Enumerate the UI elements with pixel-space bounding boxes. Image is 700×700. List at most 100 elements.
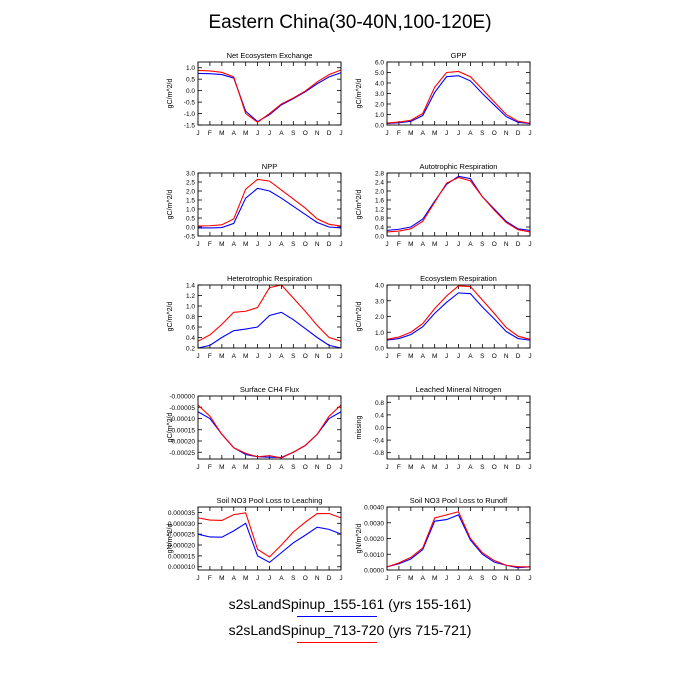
panel-3-month-label: J [268, 241, 271, 248]
panel-4: Autotrophic Respiration gC/m^2/d 0.0 0.4 0.8… [356, 162, 532, 248]
panel-10-month-label: F [397, 575, 401, 582]
panel-9-frame [197, 506, 342, 571]
panel-3-month-label: D [327, 241, 332, 248]
panel-8-title: Leached Mineral Nitrogen [416, 385, 502, 394]
figure-title: Eastern China(30-40N,100-120E) [208, 12, 491, 33]
panel-7-ytick-label: -0.00015 [169, 427, 195, 434]
panel-10-month-label: J [528, 575, 531, 582]
panel-9-ytick-label: 0.000025 [168, 532, 195, 539]
panel-4-title: Autotrophic Respiration [420, 162, 498, 171]
panel-6-month-label: J [528, 353, 531, 360]
panel-9-month-label: J [256, 575, 259, 582]
panel-3-month-label: J [339, 241, 342, 248]
panel-8-month-label: M [408, 464, 413, 471]
panel-10-series-red [386, 511, 530, 568]
panel-9-month-label: M [219, 575, 224, 582]
panel-1-month-label: M [243, 130, 248, 137]
panel-8-month-label: M [432, 464, 437, 471]
panel-3-series-red [197, 178, 342, 227]
panel-8-month-label: J [385, 464, 388, 471]
legend-label-2: s2sLandSpinup_713-720 (yrs 715-721) [228, 622, 472, 638]
panel-7-frame [197, 395, 342, 460]
panel-6-month-label: D [516, 353, 521, 360]
panel-4-series-blue [386, 175, 531, 231]
panel-2-ytick-label: 5.0 [375, 70, 384, 77]
panel-6-frame [386, 284, 531, 349]
panel-1-ylabel: gC/m^2/d [167, 79, 174, 109]
panel-6-series-red [386, 285, 531, 340]
panel-9-ylabel: gN/m^2/d [167, 524, 174, 554]
panel-1-ytick-label: -0.5 [184, 100, 196, 107]
panel-10-month-label: J [385, 575, 388, 582]
panel-6-month-label: F [397, 353, 401, 360]
panel-2-month-label: A [421, 130, 426, 137]
panel-7-ytick-label: -0.00005 [169, 405, 195, 412]
panel-9-series-blue [197, 522, 342, 564]
panel-5-month-label: A [232, 353, 237, 360]
panel-3-month-label: J [256, 241, 259, 248]
panel-10-ytick-label: 0.0030 [364, 520, 384, 527]
panel-6-ytick-label: 4.0 [375, 283, 384, 290]
panel-2-month-label: A [468, 130, 473, 137]
panel-1-ytick-label: -1.0 [184, 111, 196, 118]
panel-1-month-label: F [208, 130, 212, 137]
panel-3-month-label: A [279, 241, 284, 248]
panel-3-month-label: S [291, 241, 296, 248]
panel-3-ytick-label: -0.5 [184, 234, 196, 241]
panel-5-ytick-label: 0.2 [186, 346, 195, 353]
panel-3-month-label: M [243, 241, 248, 248]
panel-5-series-red [197, 284, 342, 342]
panel-10-month-label: A [421, 575, 426, 582]
panel-grid: Net Ecosystem Exchange gC/m^2/d -1.5 -1.0 -0… [167, 51, 532, 582]
panel-5: Heterotrophic Respiration gC/m^2/d 0.2 0.4 0… [167, 274, 343, 360]
panel-5-ylabel: gC/m^2/d [167, 302, 174, 332]
panel-8: Leached Mineral Nitrogen missing -0.8 -0.4 0… [356, 385, 532, 471]
panel-1-month-label: D [327, 130, 332, 137]
panel-2-month-label: M [408, 130, 413, 137]
panel-5-series-blue [197, 311, 342, 349]
panel-2-series-red [386, 70, 531, 124]
panel-1: Net Ecosystem Exchange gC/m^2/d -1.5 -1.0 -0… [167, 51, 343, 137]
panel-7-month-label: F [208, 464, 212, 471]
panel-3-month-label: N [315, 241, 320, 248]
panel-10-ytick-label: 0.0000 [364, 568, 384, 575]
panel-7-month-label: J [196, 464, 199, 471]
panel-7-month-label: A [232, 464, 237, 471]
panel-2-ytick-label: 2.0 [375, 102, 384, 109]
panel-7-month-label: J [268, 464, 271, 471]
panel-1-month-label: A [279, 130, 284, 137]
panel-5-ytick-label: 0.4 [186, 335, 195, 342]
legend-swatch-2 [297, 642, 377, 643]
panel-4-month-label: O [492, 241, 497, 248]
panel-1-series-red [197, 69, 342, 123]
panel-5-month-label: N [315, 353, 320, 360]
panel-2-month-label: M [432, 130, 437, 137]
legend-entry-1: s2sLandSpinup_155-161 (yrs 155-161) [0, 596, 700, 612]
panel-8-month-label: O [492, 464, 497, 471]
panel-6-ytick-label: 0.0 [375, 346, 384, 353]
panel-5-month-label: J [196, 353, 199, 360]
panel-7-series-blue [197, 411, 342, 458]
panel-10-month-label: J [457, 575, 460, 582]
panel-4-month-label: J [457, 241, 460, 248]
panel-4-month-label: S [480, 241, 485, 248]
panel-6-ytick-label: 2.0 [375, 314, 384, 321]
panel-6-month-label: O [492, 353, 497, 360]
panel-6-ytick-label: 1.0 [375, 330, 384, 337]
panel-3-month-label: F [208, 241, 212, 248]
panel-1-ytick-label: 0.5 [186, 77, 195, 84]
panel-6-month-label: A [421, 353, 426, 360]
panel-7-month-label: M [219, 464, 224, 471]
panel-8-ytick-label: 0.0 [375, 425, 384, 432]
panel-6-month-label: N [504, 353, 509, 360]
panel-9-ytick-label: 0.000030 [168, 521, 195, 528]
panel-8-month-label: J [445, 464, 448, 471]
panel-7-month-label: N [315, 464, 320, 471]
panel-8-month-label: A [468, 464, 473, 471]
panel-9-ytick-label: 0.000015 [168, 553, 195, 560]
panel-7-ytick-label: -0.00020 [169, 439, 195, 446]
panel-4-month-label: A [468, 241, 473, 248]
panel-9-month-label: O [303, 575, 308, 582]
panel-3-series-blue [198, 187, 342, 229]
